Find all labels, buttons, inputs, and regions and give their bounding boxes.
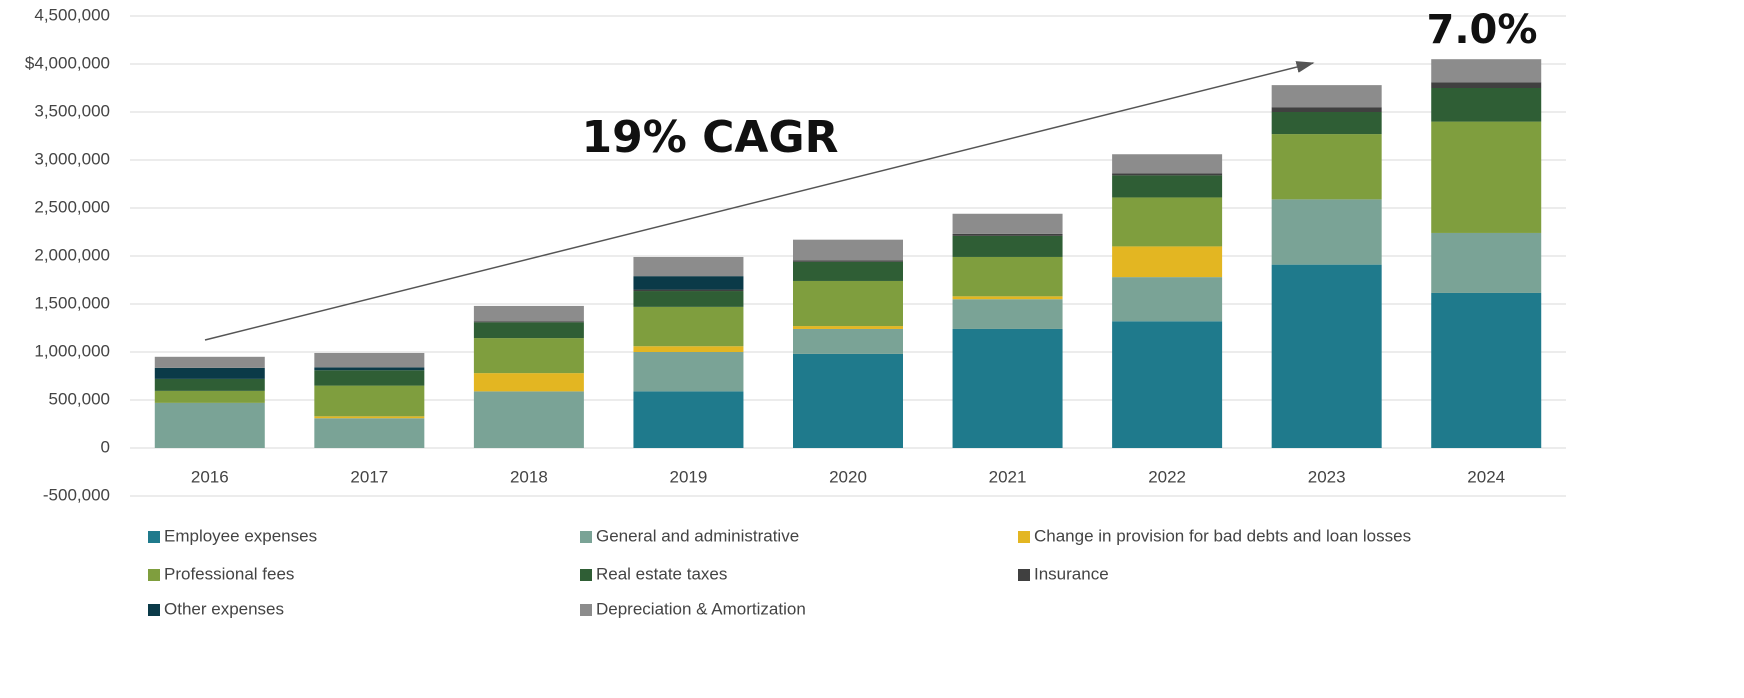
bar-segment [1112, 173, 1223, 176]
bar-segment [473, 373, 584, 392]
bar-segment [952, 256, 1063, 297]
x-tick-label: 2021 [989, 467, 1027, 486]
bar-segment [314, 385, 425, 417]
bar-segment [633, 289, 744, 292]
bar-segment [154, 356, 265, 368]
bar-segment [952, 235, 1063, 257]
y-tick-label: -500,000 [43, 485, 110, 504]
legend-label: Professional fees [164, 564, 294, 583]
bar-segment [314, 370, 425, 386]
y-tick-label: 500,000 [49, 389, 110, 408]
bar-segment [1112, 321, 1223, 448]
bar-segment [1431, 121, 1542, 233]
bar-segment [1431, 82, 1542, 88]
legend-swatch [148, 531, 160, 543]
y-tick-label: 1,000,000 [34, 341, 110, 360]
y-tick-label: 4,500,000 [34, 5, 110, 24]
bar-segment [1112, 277, 1223, 322]
x-tick-label: 2018 [510, 467, 548, 486]
bar-segment [154, 367, 265, 379]
bar-segment [1271, 85, 1382, 108]
bar-segment [633, 346, 744, 352]
bar-segment [154, 402, 265, 448]
y-tick-label: $4,000,000 [25, 53, 110, 72]
bar-segment [1431, 59, 1542, 83]
bar-segment [154, 378, 265, 391]
bar-segment [793, 239, 903, 261]
y-tick-label: 2,500,000 [34, 197, 110, 216]
y-tick-label: 2,000,000 [34, 245, 110, 264]
legend-swatch [580, 569, 592, 581]
bar-segment [793, 260, 903, 262]
bar-segment [633, 291, 744, 307]
bar-segment [473, 322, 584, 339]
bar-segment [473, 321, 584, 323]
bar-segment [633, 306, 744, 347]
legend-label: Depreciation & Amortization [596, 599, 806, 618]
legend-swatch [580, 604, 592, 616]
bar-segment [793, 280, 903, 327]
bar-segment [154, 390, 265, 403]
legend-swatch [580, 531, 592, 543]
bar-segment [1112, 154, 1223, 174]
y-tick-label: 1,500,000 [34, 293, 110, 312]
legend-label: Real estate taxes [596, 564, 727, 583]
bar-segment [793, 261, 903, 281]
bar-segment [1112, 246, 1223, 278]
x-tick-label: 2019 [670, 467, 708, 486]
bar-segment [1431, 232, 1542, 293]
bar-segment [1271, 134, 1382, 200]
x-tick-label: 2017 [350, 467, 388, 486]
bar-segment [793, 328, 903, 354]
bar-segment [952, 233, 1063, 236]
bar-segment [952, 213, 1063, 234]
legend-label: Employee expenses [164, 526, 317, 545]
legend-swatch [148, 604, 160, 616]
legend-swatch [1018, 531, 1030, 543]
annotation: 7.0% [1427, 7, 1538, 53]
bar-segment [633, 256, 744, 277]
x-tick-label: 2022 [1148, 467, 1186, 486]
bar-segment [1431, 88, 1542, 122]
legend-label: Insurance [1034, 564, 1109, 583]
x-tick-label: 2024 [1467, 467, 1505, 486]
x-tick-label: 2023 [1308, 467, 1346, 486]
bar-segment [1112, 175, 1223, 198]
bar-segment [1112, 197, 1223, 247]
bar-segment [314, 416, 425, 419]
legend-swatch [1018, 569, 1030, 581]
bar-segment [1431, 292, 1542, 448]
legend-label: Change in provision for bad debts and lo… [1034, 526, 1411, 545]
bar-segment [1271, 107, 1382, 112]
bar-segment [633, 352, 744, 392]
bar-segment [314, 352, 425, 368]
bar-segment [952, 296, 1063, 300]
y-tick-label: 0 [101, 437, 110, 456]
bar-segment [314, 418, 425, 448]
bar-segment [473, 338, 584, 374]
bar-segment [633, 276, 744, 290]
x-tick-label: 2020 [829, 467, 867, 486]
bar-segment [1271, 199, 1382, 265]
bar-segment [314, 367, 425, 371]
bar-segment [473, 391, 584, 448]
annotation: 19% CAGR [582, 112, 839, 163]
bar-segment [1271, 264, 1382, 448]
bar-segment [952, 299, 1063, 329]
y-tick-label: 3,500,000 [34, 101, 110, 120]
bar-segment [952, 328, 1063, 448]
bar-segment [633, 391, 744, 448]
bar-segment [473, 305, 584, 322]
legend-label: General and administrative [596, 526, 799, 545]
bar-segment [1271, 112, 1382, 135]
trend-arrow [204, 61, 1315, 341]
bar-segment [793, 326, 903, 329]
legend-swatch [148, 569, 160, 581]
y-tick-label: 3,000,000 [34, 149, 110, 168]
x-tick-label: 2016 [191, 467, 229, 486]
legend-label: Other expenses [164, 599, 284, 618]
bar-segment [793, 353, 903, 448]
